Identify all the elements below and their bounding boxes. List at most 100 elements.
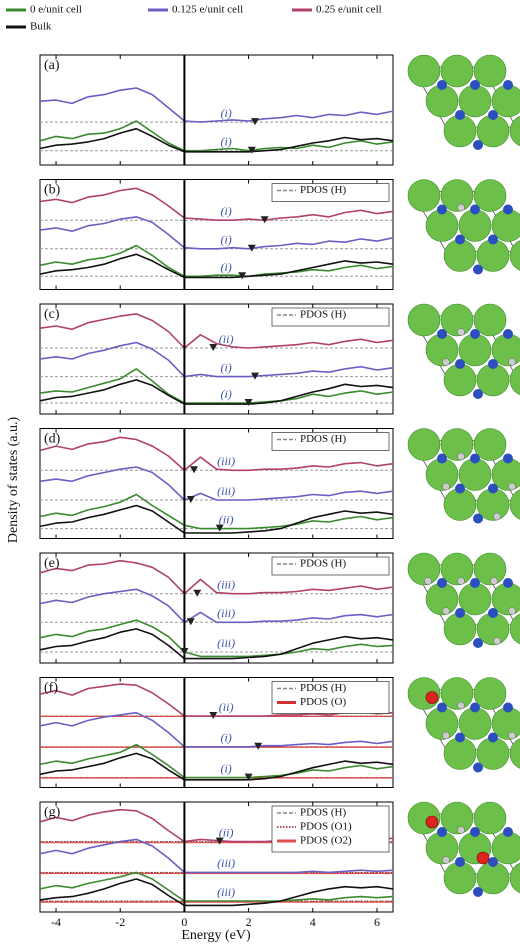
atom-n	[455, 234, 465, 245]
atom-n	[437, 827, 447, 837]
atom-large	[440, 54, 474, 88]
annotation: (i)	[220, 360, 231, 374]
atom-h	[508, 607, 516, 615]
dos-curve	[39, 253, 394, 279]
atom-h	[442, 731, 450, 740]
atom-n	[503, 204, 513, 215]
atom-n	[470, 827, 480, 837]
dos-curve	[39, 493, 394, 530]
panel-title: (f)	[44, 681, 58, 696]
plot-frame	[39, 552, 394, 664]
legend-label: PDOS (O)	[300, 696, 346, 708]
atom-n	[437, 578, 447, 588]
legend-label: 0.125 e/unit cell	[172, 4, 243, 16]
atom-n	[470, 329, 480, 339]
plot-frame	[39, 428, 394, 539]
legend-label: PDOS (H)	[300, 433, 346, 445]
annotation: (ii)	[219, 825, 234, 839]
atom-n	[455, 608, 465, 618]
panel-title: (e)	[44, 556, 60, 571]
atom-n	[437, 204, 447, 215]
marker	[180, 648, 189, 655]
atom-n	[455, 110, 465, 120]
dos-curve	[39, 878, 394, 907]
legend-label: PDOS (H)	[300, 682, 346, 694]
atom-o	[476, 851, 490, 865]
marker	[260, 216, 269, 224]
atom-h	[424, 577, 432, 585]
dos-curve	[39, 187, 394, 221]
marker	[186, 618, 195, 626]
atom-h	[508, 358, 516, 366]
atom-n	[473, 264, 483, 275]
marker	[209, 344, 218, 351]
atom-h	[457, 701, 465, 710]
atom-large	[440, 677, 474, 710]
annotation: (i)	[220, 260, 231, 274]
atom-n	[470, 204, 480, 215]
atom-n	[470, 80, 480, 90]
dos-curve	[39, 120, 394, 152]
dos-curve	[39, 683, 394, 717]
atom-large	[440, 801, 474, 835]
atom-n	[488, 234, 498, 245]
dos-curve	[39, 341, 394, 378]
atom-n	[437, 453, 447, 464]
panel-title: (a)	[44, 58, 60, 73]
atom-h	[442, 482, 450, 491]
atom-n	[455, 483, 465, 494]
dos-curve	[39, 87, 394, 123]
annotation: (i)	[220, 106, 231, 120]
atom-n	[503, 329, 513, 339]
atom-n	[503, 453, 513, 464]
annotation: (iii)	[217, 636, 235, 650]
atom-large	[509, 613, 520, 645]
atom-h	[508, 482, 516, 491]
atom-h	[457, 203, 465, 212]
annotation: (i)	[220, 761, 231, 775]
dos-curve	[39, 244, 394, 278]
y-axis-label: Density of states (a.u.)	[6, 416, 21, 543]
atom-h	[493, 512, 501, 521]
atom-large	[407, 179, 441, 212]
atom-h	[490, 577, 498, 585]
atom-large	[509, 738, 520, 769]
dos-curve	[39, 504, 394, 534]
legend-box	[271, 556, 390, 576]
dos-curve	[39, 127, 394, 153]
panel-title: (d)	[44, 432, 61, 447]
marker	[254, 742, 263, 750]
atom-n	[437, 80, 447, 90]
annotation: (i)	[220, 204, 231, 218]
atom-n	[470, 702, 480, 713]
structure	[407, 428, 520, 524]
atom-large	[473, 179, 507, 212]
marker	[251, 372, 260, 380]
plot-frame	[39, 677, 394, 788]
atom-large	[407, 552, 441, 586]
atom-large	[473, 428, 507, 461]
atom-n	[470, 578, 480, 588]
atom-n	[503, 578, 513, 588]
atom-n	[473, 140, 483, 150]
dos-curve	[39, 559, 394, 595]
atom-large	[509, 115, 520, 147]
structure	[407, 677, 520, 773]
structure	[407, 303, 520, 399]
legend-label: PDOS (H)	[300, 309, 346, 321]
atom-large	[509, 489, 520, 520]
dos-curve	[39, 838, 394, 874]
annotation: (ii)	[219, 332, 234, 346]
atom-h	[457, 826, 465, 834]
atom-n	[437, 702, 447, 713]
x-axis-label: Energy (eV)	[181, 928, 251, 943]
legend-label: Bulk	[30, 21, 52, 33]
marker	[215, 837, 224, 845]
atom-large	[509, 862, 520, 894]
annotation: (iii)	[217, 856, 235, 870]
structure	[407, 54, 520, 150]
atom-o	[425, 691, 439, 704]
dos-curve	[39, 313, 394, 349]
marker	[209, 712, 218, 719]
atom-n	[473, 638, 483, 648]
